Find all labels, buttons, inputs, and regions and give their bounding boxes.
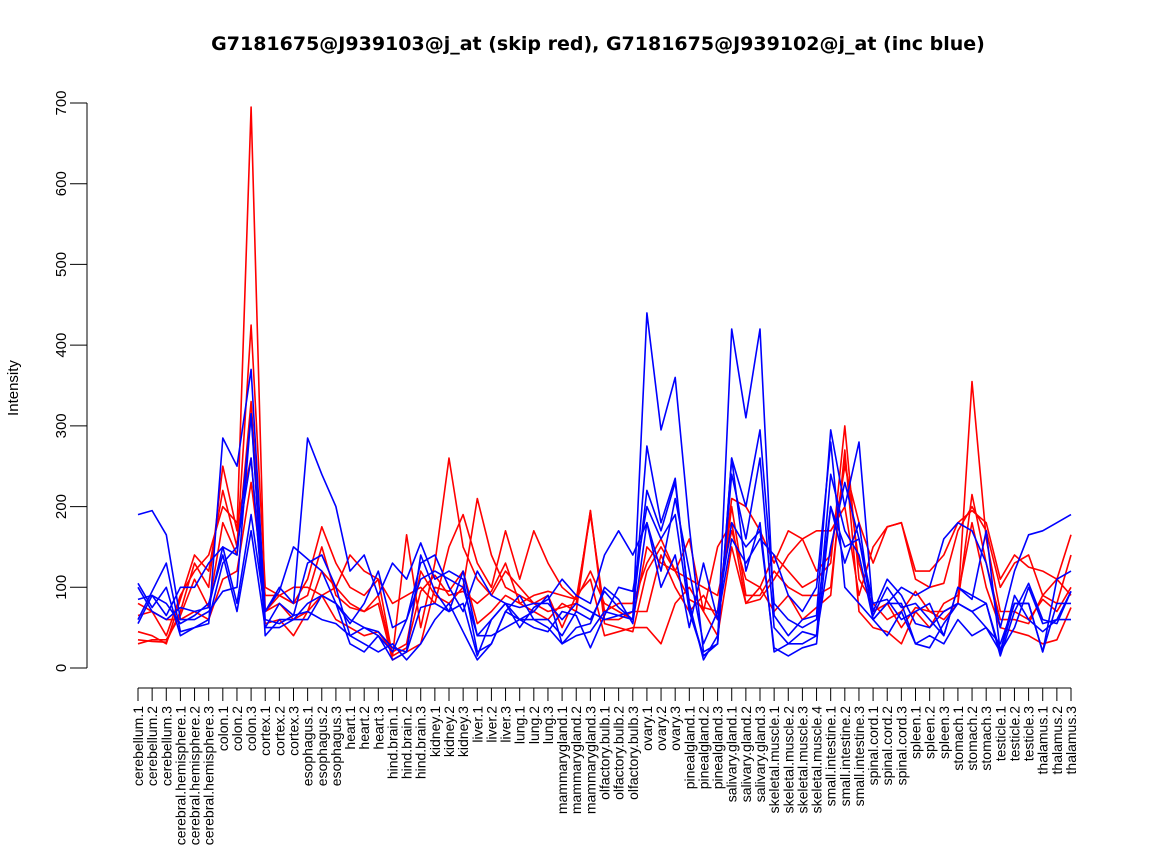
x-tick-label: kidney.2 (441, 706, 457, 757)
x-tick-label: liver.3 (498, 706, 514, 743)
x-tick-label: stomach.3 (978, 706, 994, 771)
x-tick-label: hind.brain.2 (399, 706, 415, 779)
x-tick-label: pinealgland.3 (710, 706, 726, 790)
x-tick-label: spinal.cord.2 (879, 706, 895, 786)
y-tick-label: 400 (53, 333, 70, 358)
y-tick-label: 0 (53, 664, 70, 672)
x-axis: cerebellum.1cerebellum.2cerebellum.3cere… (130, 687, 1079, 846)
x-tick-label: pinealgland.1 (681, 706, 697, 790)
x-tick-label: hind.brain.3 (413, 706, 429, 779)
y-tick-label: 100 (53, 575, 70, 600)
x-tick-label: lung.3 (540, 706, 556, 744)
chart-title: G7181675@J939103@j_at (skip red), G71816… (211, 33, 985, 55)
x-tick-label: esophagus.2 (314, 706, 330, 786)
x-tick-label: heart.1 (342, 706, 358, 750)
x-tick-label: skeletal.muscle.2 (780, 706, 796, 814)
x-tick-label: cerebral.hemisphere.3 (201, 706, 217, 846)
y-axis: 0 100 200 300 400 500 600 700 (53, 90, 88, 672)
x-tick-label: spinal.cord.1 (865, 706, 881, 786)
x-tick-label: cerebellum.1 (130, 706, 146, 786)
x-tick-label: hind.brain.1 (384, 706, 400, 779)
x-tick-label: cortex.1 (257, 706, 273, 756)
x-tick-label: colon.1 (215, 706, 231, 751)
series-line-1 (137, 106, 1072, 661)
series-line-6 (137, 312, 1072, 653)
y-tick-label: 700 (53, 90, 70, 115)
x-tick-label: spinal.cord.3 (893, 706, 909, 786)
x-tick-label: olfactory.bulb.2 (611, 706, 627, 800)
series-line-9 (137, 457, 1072, 661)
x-tick-label: ovary.1 (639, 706, 655, 751)
x-tick-label: cortex.3 (286, 706, 302, 756)
x-tick-label: small.intestine.2 (837, 706, 853, 807)
x-tick-label: skeletal.muscle.1 (766, 706, 782, 814)
x-tick-label: lung.2 (526, 706, 542, 744)
y-tick-label: 500 (53, 252, 70, 277)
x-tick-label: mammarygland.2 (568, 706, 584, 814)
x-tick-label: mammarygland.3 (582, 706, 598, 814)
y-tick-label: 600 (53, 171, 70, 196)
x-tick-label: small.intestine.3 (851, 706, 867, 807)
y-tick-label: 300 (53, 413, 70, 438)
x-tick-label: salivary.gland.2 (738, 706, 754, 802)
x-tick-label: heart.2 (356, 706, 372, 750)
x-tick-label: mammarygland.1 (554, 706, 570, 814)
x-tick-label: cerebral.hemisphere.1 (172, 706, 188, 846)
x-tick-label: cerebellum.3 (158, 706, 174, 786)
x-tick-label: testicle.3 (1021, 706, 1037, 761)
x-tick-label: testicle.2 (1006, 706, 1022, 761)
x-tick-label: ovary.3 (667, 706, 683, 751)
y-axis-label: Intensity (5, 360, 22, 416)
x-tick-label: stomach.1 (950, 706, 966, 771)
x-tick-label: kidney.1 (427, 706, 443, 757)
x-tick-label: cerebral.hemisphere.2 (187, 706, 203, 846)
x-tick-label: thalamus.1 (1035, 706, 1051, 775)
series-lines (137, 106, 1072, 661)
x-tick-label: cerebellum.2 (144, 706, 160, 786)
x-tick-label: skeletal.muscle.4 (809, 706, 825, 814)
x-tick-label: small.intestine.1 (823, 706, 839, 807)
series-line-11 (137, 441, 1072, 629)
x-tick-label: olfactory.bulb.3 (625, 706, 641, 800)
x-tick-label: testicle.1 (992, 706, 1008, 761)
x-tick-label: spleen.3 (936, 706, 952, 759)
x-tick-label: kidney.3 (455, 706, 471, 757)
x-tick-label: olfactory.bulb.1 (597, 706, 613, 800)
x-tick-label: cortex.2 (271, 706, 287, 756)
x-tick-label: esophagus.1 (300, 706, 316, 786)
x-tick-label: pinealgland.2 (695, 706, 711, 790)
x-tick-label: skeletal.muscle.3 (794, 706, 810, 814)
x-tick-label: colon.3 (243, 706, 259, 751)
x-tick-label: lung.1 (512, 706, 528, 744)
x-tick-label: salivary.gland.3 (752, 706, 768, 802)
x-tick-label: spleen.2 (922, 706, 938, 759)
x-tick-label: thalamus.2 (1049, 706, 1065, 775)
x-tick-label: salivary.gland.1 (724, 706, 740, 802)
x-tick-label: ovary.2 (653, 706, 669, 751)
x-tick-label: esophagus.3 (328, 706, 344, 786)
x-tick-label: spleen.1 (908, 706, 924, 759)
y-tick-label: 200 (53, 494, 70, 519)
x-tick-label: thalamus.3 (1063, 706, 1079, 775)
x-tick-label: colon.2 (229, 706, 245, 751)
series-line-7 (137, 368, 1072, 657)
series-line-10 (137, 457, 1071, 661)
x-tick-label: liver.1 (469, 706, 485, 743)
x-tick-label: heart.3 (370, 706, 386, 750)
x-tick-label: stomach.2 (964, 706, 980, 771)
x-tick-label: liver.2 (483, 706, 499, 743)
